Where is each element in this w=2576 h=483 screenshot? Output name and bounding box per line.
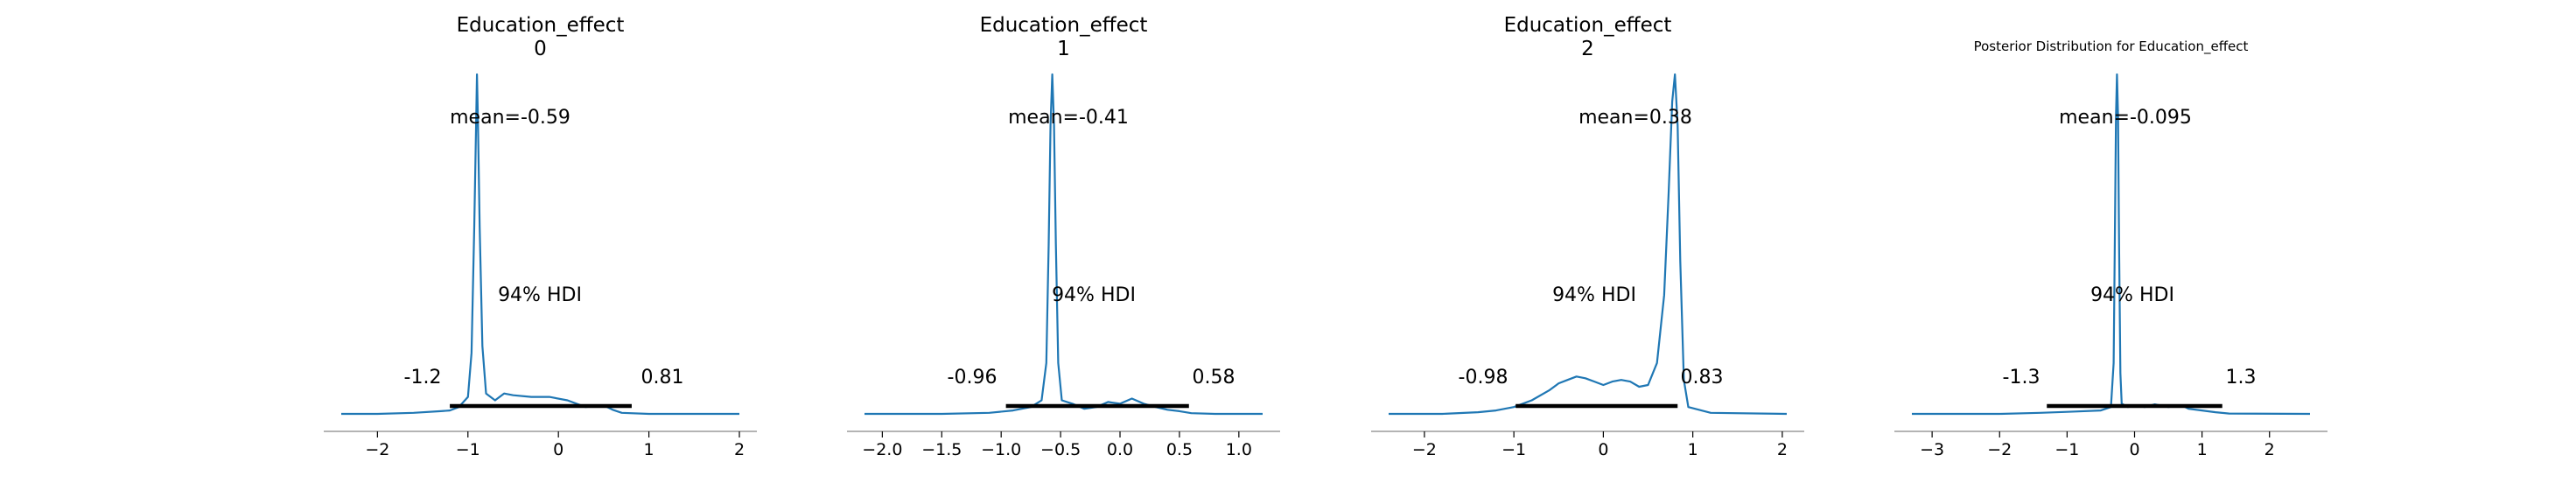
hdi-label: 94% HDI bbox=[1052, 284, 1136, 306]
hdi-high-label: 0.81 bbox=[641, 367, 684, 388]
panel-title: Education_effect bbox=[1504, 14, 1672, 37]
x-tick-label: 0.0 bbox=[1107, 440, 1133, 459]
x-tick-label: 1 bbox=[2197, 440, 2208, 459]
hdi-high-label: 0.83 bbox=[1681, 367, 1724, 388]
hdi-high-label: 0.58 bbox=[1193, 367, 1236, 388]
x-tick-label: 0 bbox=[2129, 440, 2139, 459]
x-tick-label: 0 bbox=[553, 440, 564, 459]
hdi-low-label: -0.98 bbox=[1459, 367, 1508, 388]
hdi-label: 94% HDI bbox=[2090, 284, 2174, 306]
x-tick-label: −2 bbox=[1412, 440, 1437, 459]
panel-subtitle: 2 bbox=[1581, 38, 1594, 60]
x-tick-label: 1 bbox=[1688, 440, 1698, 459]
hdi-low-label: -1.3 bbox=[2003, 367, 2040, 388]
mean-label: mean=0.38 bbox=[1578, 107, 1692, 129]
x-tick-label: −2 bbox=[365, 440, 389, 459]
x-tick-label: −1 bbox=[2054, 440, 2079, 459]
hdi-low-label: -1.2 bbox=[404, 367, 442, 388]
panel-subtitle: 0 bbox=[534, 38, 547, 60]
x-tick-label: −2.0 bbox=[862, 440, 902, 459]
mean-label: mean=-0.095 bbox=[2059, 107, 2192, 129]
x-tick-label: −1 bbox=[456, 440, 480, 459]
x-tick-label: −3 bbox=[1920, 440, 1944, 459]
panel-title: Posterior Distribution for Education_eff… bbox=[1974, 38, 2249, 55]
hdi-low-label: -0.96 bbox=[948, 367, 998, 388]
x-tick-label: 0 bbox=[1598, 440, 1608, 459]
panel-title: Education_effect bbox=[457, 14, 625, 37]
panel-3: Posterior Distribution for Education_eff… bbox=[1894, 38, 2328, 459]
mean-label: mean=-0.59 bbox=[450, 107, 570, 129]
hdi-label: 94% HDI bbox=[498, 284, 582, 306]
mean-label: mean=-0.41 bbox=[1008, 107, 1129, 129]
x-tick-label: 2 bbox=[1777, 440, 1788, 459]
x-tick-label: 2 bbox=[734, 440, 745, 459]
panel-subtitle: 1 bbox=[1057, 38, 1070, 60]
x-tick-label: −0.5 bbox=[1040, 440, 1081, 459]
x-tick-label: −2 bbox=[1987, 440, 2012, 459]
x-tick-label: −1 bbox=[1502, 440, 1526, 459]
hdi-high-label: 1.3 bbox=[2226, 367, 2257, 388]
hdi-label: 94% HDI bbox=[1552, 284, 1636, 306]
panel-title: Education_effect bbox=[980, 14, 1148, 37]
x-tick-label: −1.5 bbox=[921, 440, 962, 459]
x-tick-label: 1.0 bbox=[1226, 440, 1252, 459]
x-tick-label: 2 bbox=[2264, 440, 2275, 459]
density-line bbox=[1389, 73, 1788, 416]
x-tick-label: −1.0 bbox=[981, 440, 1021, 459]
x-tick-label: 1 bbox=[644, 440, 654, 459]
density-line bbox=[1912, 73, 2311, 416]
x-tick-label: 0.5 bbox=[1166, 440, 1193, 459]
